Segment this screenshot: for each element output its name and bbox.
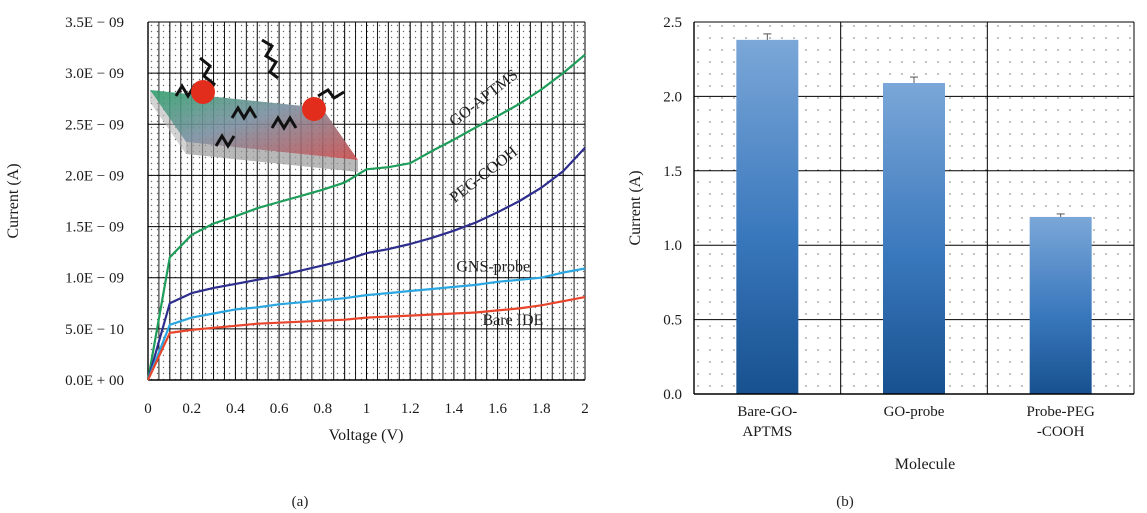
axes-a: [147, 22, 585, 381]
ticks-b: 0.0 0.5 1.0 1.5 2.0 2.5 Bare-GO- APTMS GO-probe P…: [663, 15, 1095, 440]
series-label: GNS-probe: [456, 259, 530, 276]
panel-label-a: (a): [292, 494, 309, 510]
y-tick-label: 2.0: [663, 89, 682, 105]
y-axis-label-b: Current (A): [627, 170, 644, 245]
x-tick-label: 0.6: [270, 401, 289, 417]
y-tick-label: 5.0E − 10: [65, 322, 124, 338]
series-line: [146, 53, 586, 381]
x-tick-label: 0: [144, 401, 152, 417]
panel-label-b: (b): [836, 494, 854, 510]
bars-b: [736, 33, 1092, 395]
y-tick-label: 3.0E − 09: [65, 66, 124, 82]
series-label: Bare IDE: [482, 312, 543, 329]
x-tick-label: 1.6: [488, 401, 507, 417]
x-tick-label: 1.2: [401, 401, 420, 417]
y-tick-label: 2.5: [663, 15, 682, 31]
ticks-a: 0 0.2 0.4 0.6 0.8 1 1.2 1.4 1.6 1.8 2 0.0E + 00 5.0E…: [65, 15, 589, 417]
x-tick-label: 1: [363, 401, 371, 417]
y-tick-label: 2.0E − 09: [65, 168, 124, 184]
y-tick-label: 0.0: [663, 387, 682, 403]
x-tick-label: 1.4: [445, 401, 464, 417]
category-label-line: GO-probe: [884, 404, 945, 420]
y-tick-label: 0.0E + 00: [65, 373, 124, 389]
category-label: Probe-PEG -COOH: [1027, 404, 1095, 440]
y-tick-label: 1.0E − 09: [65, 271, 124, 287]
bar: [736, 39, 799, 395]
y-tick-label: 1.5E − 09: [65, 220, 124, 236]
iv-curve-panel: 0 0.2 0.4 0.6 0.8 1 1.2 1.4 1.6 1.8 2 0.0E + 00 5.0E…: [5, 15, 589, 510]
category-label: GO-probe: [884, 404, 945, 420]
bar: [1029, 216, 1092, 394]
bar: [883, 83, 945, 395]
series-line: [147, 296, 586, 381]
series-lines-a: [146, 53, 586, 381]
y-axis-label-a: Current (A): [5, 163, 22, 238]
x-axis-label-a: Voltage (V): [329, 427, 404, 444]
x-tick-label: 0.2: [182, 401, 201, 417]
x-tick-label: 1.8: [532, 401, 551, 417]
axes-b: [693, 22, 1134, 395]
x-tick-label: 0.8: [313, 401, 332, 417]
category-label-line: Probe-PEG: [1027, 404, 1095, 420]
x-tick-label: 0.4: [226, 401, 245, 417]
grid-a: [147, 21, 586, 381]
y-tick-label: 3.5E − 09: [65, 15, 124, 31]
category-label: Bare-GO- APTMS: [737, 404, 797, 440]
category-label-line: Bare-GO-: [737, 404, 797, 420]
series-line: [146, 267, 586, 381]
y-tick-label: 1.5: [663, 164, 682, 180]
x-tick-label: 2: [581, 401, 589, 417]
bar-chart-panel: 0.0 0.5 1.0 1.5 2.0 2.5 Bare-GO- APTMS GO-probe P…: [627, 15, 1135, 510]
y-tick-label: 0.5: [663, 313, 682, 329]
y-tick-label: 2.5E − 09: [65, 117, 124, 133]
category-label-line: APTMS: [742, 424, 792, 440]
x-axis-label-b: Molecule: [895, 456, 955, 473]
series-line: [146, 147, 586, 381]
sensor-chip-illustration: [150, 38, 358, 172]
category-label-line: -COOH: [1037, 424, 1085, 440]
y-tick-label: 1.0: [663, 238, 682, 254]
